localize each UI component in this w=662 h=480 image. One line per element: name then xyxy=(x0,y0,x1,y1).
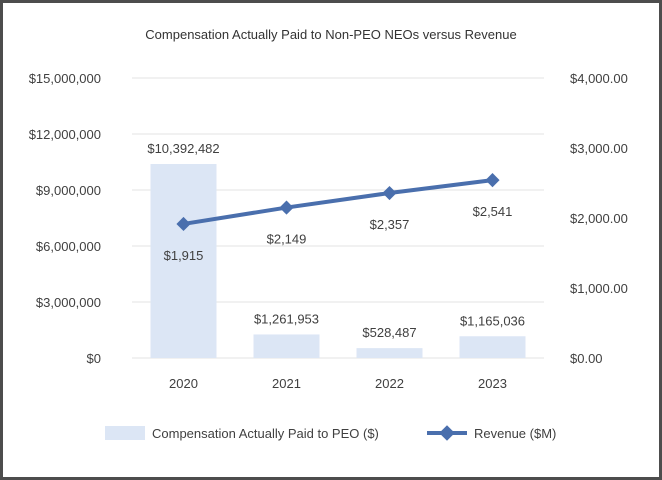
left-axis-tick-label: $15,000,000 xyxy=(29,71,101,86)
right-axis-tick-label: $2,000.00 xyxy=(570,211,628,226)
line-data-label: $1,915 xyxy=(164,248,204,263)
line-path xyxy=(183,178,493,226)
left-axis-tick-label: $6,000,000 xyxy=(36,239,101,254)
bar-series xyxy=(150,164,526,358)
right-axis-tick-label: $1,000.00 xyxy=(570,281,628,296)
bar xyxy=(356,348,423,358)
legend-swatch-bar xyxy=(105,426,145,440)
bar-data-label: $528,487 xyxy=(362,325,416,340)
bar xyxy=(150,164,217,358)
x-axis-tick-label: 2022 xyxy=(375,376,404,391)
line-data-label: $2,357 xyxy=(370,217,410,232)
legend-swatch-marker xyxy=(439,425,455,441)
x-axis-tick-label: 2023 xyxy=(478,376,507,391)
left-axis-tick-label: $12,000,000 xyxy=(29,127,101,142)
axis-ticks: $0 $3,000,000 $6,000,000 $9,000,000 $12,000,… xyxy=(29,71,628,391)
left-axis-tick-label: $0 xyxy=(87,351,101,366)
right-axis-tick-label: $3,000.00 xyxy=(570,141,628,156)
line-point xyxy=(382,185,397,201)
bar xyxy=(459,336,526,358)
right-axis-tick-label: $4,000.00 xyxy=(570,71,628,86)
line-point xyxy=(279,200,294,215)
left-axis-tick-label: $9,000,000 xyxy=(36,183,101,198)
line-data-label: $2,541 xyxy=(473,204,513,219)
legend: Compensation Actually Paid to PEO ($) Re… xyxy=(105,425,556,441)
line-point xyxy=(485,173,500,188)
chart-title: Compensation Actually Paid to Non-PEO NE… xyxy=(145,27,516,42)
x-axis-tick-label: 2021 xyxy=(272,376,301,391)
data-labels: $10,392,482 $1,261,953 $528,487 $1,165,036 $… xyxy=(147,141,525,340)
left-axis-tick-label: $3,000,000 xyxy=(36,295,101,310)
bar-data-label: $10,392,482 xyxy=(147,141,219,156)
line-point xyxy=(176,216,191,232)
line-series xyxy=(176,173,500,232)
legend-label-line: Revenue ($M) xyxy=(474,426,556,441)
line-data-label: $2,149 xyxy=(267,232,307,247)
x-axis-tick-label: 2020 xyxy=(169,376,198,391)
bar xyxy=(253,334,320,358)
bar-data-label: $1,261,953 xyxy=(254,311,319,326)
right-axis-tick-label: $0.00 xyxy=(570,351,603,366)
bar-data-label: $1,165,036 xyxy=(460,313,525,328)
legend-label-bar: Compensation Actually Paid to PEO ($) xyxy=(152,426,379,441)
